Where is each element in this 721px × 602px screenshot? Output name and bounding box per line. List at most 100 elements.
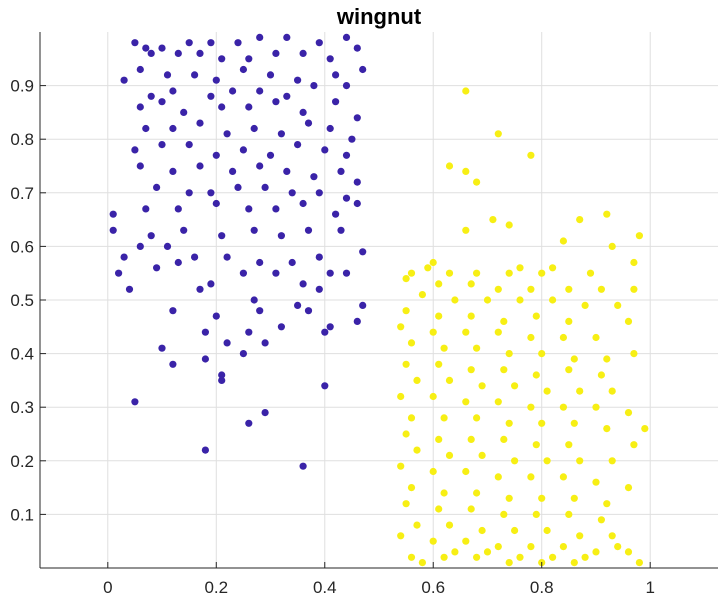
chart-title: wingnut	[336, 4, 422, 29]
data-point	[191, 253, 199, 261]
data-point	[169, 167, 177, 175]
data-point	[136, 162, 144, 170]
data-point	[549, 553, 557, 561]
data-point	[256, 258, 264, 267]
data-point	[500, 435, 508, 443]
data-point	[207, 280, 215, 288]
data-point	[207, 92, 215, 100]
y-axis-tick-labels: 0.1 0.2 0.3 0.4 0.5 0.6 0.7 0.8 0.9	[10, 77, 34, 525]
data-point	[462, 467, 470, 476]
y-tick-label: 0.5	[10, 291, 34, 310]
data-point	[538, 419, 546, 427]
data-point	[543, 387, 551, 395]
data-point	[429, 392, 437, 401]
data-point	[223, 130, 231, 138]
data-point	[321, 328, 329, 336]
data-point	[277, 232, 285, 240]
data-point	[337, 226, 345, 234]
data-point	[565, 366, 573, 374]
data-point	[169, 360, 177, 368]
data-point	[353, 114, 361, 122]
data-point	[310, 82, 318, 90]
data-point	[445, 162, 454, 170]
data-point	[451, 548, 459, 556]
data-point	[429, 258, 437, 267]
data-point	[603, 355, 611, 363]
data-point	[304, 307, 313, 315]
data-point	[608, 532, 616, 540]
data-point	[576, 532, 584, 540]
data-point	[597, 371, 606, 379]
data-point	[299, 199, 307, 208]
data-point	[288, 258, 296, 267]
x-tick-label: 0.6	[421, 578, 445, 597]
data-point	[500, 317, 508, 325]
data-point	[630, 350, 638, 358]
data-point	[489, 216, 497, 224]
data-point	[538, 350, 546, 358]
data-point	[462, 537, 470, 545]
data-point	[467, 435, 475, 443]
x-tick-label: 1	[645, 578, 654, 597]
data-point	[109, 210, 117, 218]
data-point	[212, 199, 220, 208]
data-point	[581, 301, 589, 309]
data-point	[196, 49, 204, 58]
data-point	[608, 457, 616, 465]
data-point	[353, 44, 361, 52]
data-point	[624, 409, 633, 417]
data-point	[429, 537, 437, 545]
data-point	[597, 516, 606, 524]
data-point	[342, 151, 351, 159]
data-point	[174, 49, 182, 58]
data-point	[120, 253, 128, 261]
data-point	[191, 71, 199, 79]
data-point	[234, 39, 242, 47]
y-tick-label: 0.6	[10, 237, 34, 256]
data-point	[462, 87, 470, 95]
data-point	[256, 87, 264, 95]
data-point	[315, 253, 323, 261]
data-point	[543, 457, 551, 465]
data-point	[180, 108, 188, 116]
data-point	[445, 451, 454, 459]
data-point	[624, 317, 633, 325]
data-point	[413, 446, 421, 454]
data-point	[576, 216, 584, 224]
data-point	[559, 403, 568, 411]
data-point	[299, 49, 307, 58]
data-point	[239, 350, 247, 358]
data-point	[532, 510, 540, 518]
data-point	[337, 167, 345, 175]
y-tick-label: 0.8	[10, 130, 34, 149]
data-point	[272, 49, 280, 58]
data-point	[440, 344, 448, 352]
data-point	[559, 333, 568, 342]
data-point	[516, 264, 524, 272]
data-point	[532, 312, 540, 320]
data-point	[142, 205, 150, 213]
data-point	[158, 141, 166, 149]
data-point	[250, 296, 258, 304]
data-point	[239, 65, 247, 74]
data-point	[245, 55, 253, 63]
data-point	[407, 414, 416, 422]
data-point	[592, 403, 600, 411]
data-point	[445, 376, 454, 384]
data-point	[261, 339, 269, 347]
data-point	[153, 183, 161, 191]
data-point	[505, 559, 513, 567]
data-point	[321, 382, 329, 390]
data-point	[586, 269, 595, 277]
data-point	[402, 430, 410, 438]
data-point	[538, 269, 546, 277]
data-point	[332, 98, 340, 106]
data-point	[245, 419, 253, 427]
data-point	[532, 441, 540, 449]
data-point	[603, 425, 611, 433]
data-point	[321, 146, 329, 154]
data-point	[315, 189, 323, 197]
data-point	[467, 505, 475, 513]
data-point	[250, 124, 258, 133]
x-tick-label: 0.4	[313, 578, 337, 597]
